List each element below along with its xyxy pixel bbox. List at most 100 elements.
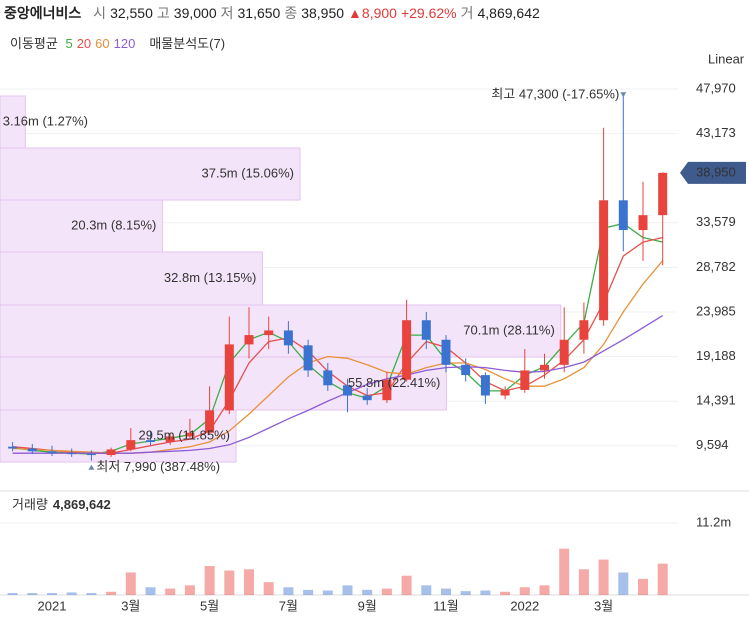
volume-bar xyxy=(27,593,38,595)
y-tick-label: 33,579 xyxy=(696,214,736,229)
quote-value: 39,000 xyxy=(173,5,217,21)
candle-body xyxy=(185,432,195,437)
candle-body xyxy=(303,345,313,371)
candle-body xyxy=(283,330,293,346)
price-change: ▲8,900 xyxy=(348,5,397,21)
volume-bar xyxy=(125,572,136,595)
volume-bar xyxy=(618,572,629,595)
x-tick-label: 3월 xyxy=(594,598,613,613)
quote-label: 종 xyxy=(284,5,298,21)
volume-latest: 4,869,642 xyxy=(53,497,111,512)
volume-bar xyxy=(244,569,254,595)
volume-bar xyxy=(322,590,333,595)
volume-bar xyxy=(519,587,530,595)
volume-bar xyxy=(224,570,235,595)
volume-bar xyxy=(7,593,18,595)
candle-body xyxy=(520,370,530,390)
candle-body xyxy=(421,320,431,340)
x-tick-label: 2021 xyxy=(38,598,67,613)
volume-profile-bar xyxy=(0,147,301,201)
volume-bar xyxy=(106,591,117,595)
volume-bar xyxy=(263,582,274,595)
y-tick-label: 14,391 xyxy=(696,393,736,408)
candle-body xyxy=(559,339,569,365)
candle-body xyxy=(27,448,37,452)
volume-bar xyxy=(401,575,412,595)
candle-body xyxy=(86,454,96,456)
quote-label: 저 xyxy=(220,5,234,21)
y-tick-label: 43,173 xyxy=(696,125,736,140)
candle-body xyxy=(461,364,471,376)
volume-bar xyxy=(303,589,314,595)
candle-body xyxy=(323,370,333,386)
quote-value: 32,550 xyxy=(110,5,153,21)
low-annotation: 최저 7,990 (387.48%) xyxy=(96,459,220,474)
candle-body xyxy=(362,395,372,401)
ma-line xyxy=(12,236,663,454)
candle-body xyxy=(67,453,77,455)
candle-body xyxy=(579,320,589,340)
candle-body xyxy=(165,436,175,443)
volume-bar xyxy=(657,563,668,595)
quote-value: 4,869,642 xyxy=(477,5,540,21)
candle-body xyxy=(146,440,155,443)
y-tick-label: 11.2m xyxy=(696,514,731,529)
volume-profile-label: 37.5m (15.06%) xyxy=(202,165,295,180)
volume-bar xyxy=(362,589,373,595)
volume-bar xyxy=(184,585,195,595)
candle-body xyxy=(126,440,136,450)
volume-bar xyxy=(381,588,392,595)
ma-legend[interactable]: 5 xyxy=(65,36,73,51)
volume-profile-label: 20.3m (8.15%) xyxy=(71,217,156,232)
volume-bar xyxy=(145,587,156,595)
ma-label[interactable]: 이동평균 xyxy=(10,36,58,51)
ma-legend[interactable]: 60 xyxy=(95,36,110,51)
price-badge-label: 38,950 xyxy=(696,164,736,179)
volume-bar xyxy=(47,593,57,595)
volume-profile-bar xyxy=(0,251,263,306)
volume-title: 거래량 4,869,642 xyxy=(12,497,111,512)
volume-profile-bar xyxy=(0,95,26,149)
candle-body xyxy=(382,379,392,401)
volume-bar xyxy=(638,578,648,595)
volume-profile-label: 3.16m (1.27%) xyxy=(3,113,88,128)
volume-bar xyxy=(480,590,491,595)
volume-bar xyxy=(342,585,353,595)
x-tick-label: 11월 xyxy=(433,598,458,613)
candle-body xyxy=(343,385,352,396)
volume-bar xyxy=(165,588,176,595)
scale-label: Linear xyxy=(708,51,745,66)
volume-bar xyxy=(598,559,609,595)
volume-bar xyxy=(86,593,97,595)
y-tick-label: 9,594 xyxy=(696,437,729,452)
y-tick-label: 23,985 xyxy=(696,303,736,318)
volume-bar xyxy=(578,569,589,595)
x-tick-label: 9월 xyxy=(358,598,377,613)
price-badge xyxy=(680,161,746,184)
candle-body xyxy=(402,320,412,380)
x-tick-label: 2022 xyxy=(510,598,539,613)
profile-legend[interactable]: 매물분석도(7) xyxy=(149,36,226,51)
quote-label: 거 xyxy=(460,5,474,21)
volume-bar xyxy=(283,587,294,595)
quote-label: 시 xyxy=(93,5,107,21)
candle-body xyxy=(618,200,628,231)
quote-value: 31,650 xyxy=(237,5,281,21)
candle-body xyxy=(638,215,648,231)
volume-title-label: 거래량 xyxy=(12,497,48,512)
volume-profile-bar xyxy=(0,304,562,358)
x-tick-label: 7월 xyxy=(279,598,298,613)
volume-profile-label: 29.5m (11.85%) xyxy=(138,427,230,442)
x-tick-label: 5월 xyxy=(200,598,219,613)
volume-bar xyxy=(460,591,471,595)
ma-legend[interactable]: 120 xyxy=(113,36,136,51)
candle-body xyxy=(106,449,116,456)
ma-legend[interactable]: 20 xyxy=(76,36,92,51)
candle-body xyxy=(205,410,215,433)
volume-bar xyxy=(539,585,550,595)
stock-name: 중앙에너비스 xyxy=(4,5,82,21)
price-change-pct: +29.62% xyxy=(400,5,457,21)
y-tick-label: 19,188 xyxy=(696,348,736,363)
